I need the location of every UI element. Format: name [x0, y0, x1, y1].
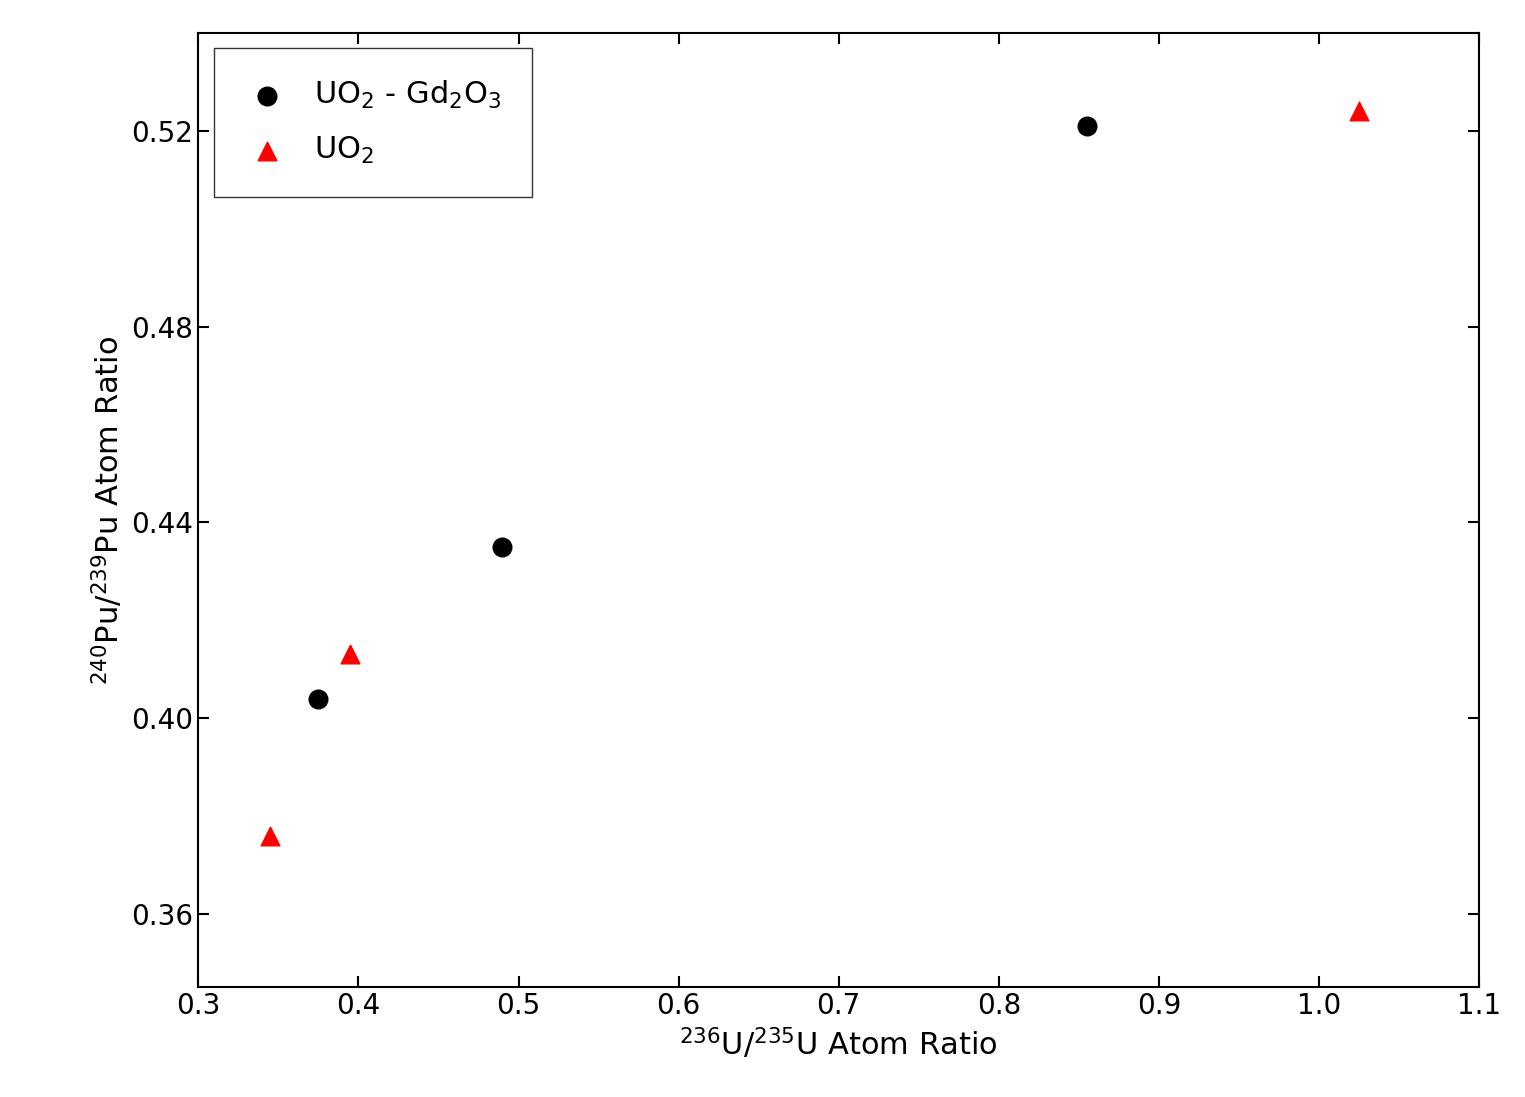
- UO$_2$ - Gd$_2$O$_3$: [490, 538, 514, 555]
- UO$_2$ - Gd$_2$O$_3$: [1075, 117, 1100, 135]
- Legend: UO$_2$ - Gd$_2$O$_3$, UO$_2$: UO$_2$ - Gd$_2$O$_3$, UO$_2$: [214, 48, 532, 197]
- X-axis label: $^{236}$U/$^{235}$U Atom Ratio: $^{236}$U/$^{235}$U Atom Ratio: [680, 1026, 997, 1061]
- UO$_2$: [258, 827, 282, 845]
- Y-axis label: $^{240}$Pu/$^{239}$Pu Atom Ratio: $^{240}$Pu/$^{239}$Pu Atom Ratio: [90, 336, 127, 685]
- UO$_2$ - Gd$_2$O$_3$: [307, 690, 331, 708]
- UO$_2$: [339, 646, 363, 664]
- UO$_2$: [1347, 102, 1371, 120]
